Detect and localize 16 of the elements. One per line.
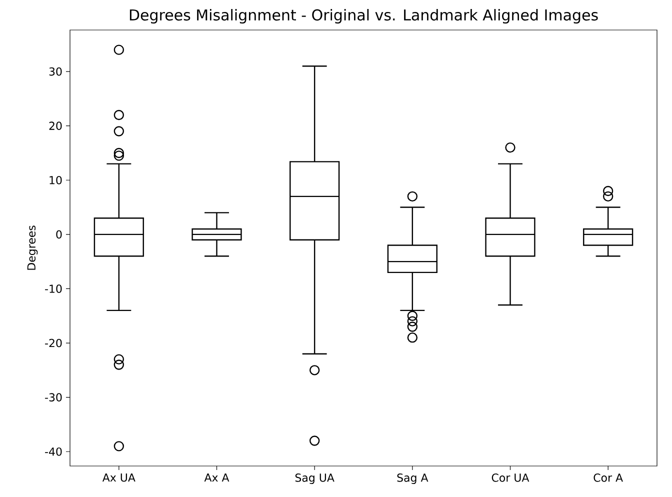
y-tick-label: -30 (45, 393, 62, 402)
x-tick-label: Sag UA (295, 474, 334, 484)
y-tick-label: 30 (49, 67, 62, 76)
y-tick-label: -40 (45, 447, 62, 456)
y-tick-label: -20 (45, 338, 62, 348)
y-axis-title: Degrees (27, 226, 38, 270)
y-tick-label: 10 (50, 176, 62, 184)
y-tick-label: 20 (49, 122, 62, 130)
x-tick-label: Ax UA (102, 474, 136, 482)
y-tick-label: 0 (56, 230, 62, 239)
x-tick-label: Cor A (594, 474, 623, 482)
x-tick-label: Ax A (204, 474, 230, 482)
x-tick-label: Sag A (397, 474, 428, 484)
y-tick-label: -10 (45, 284, 62, 293)
chart-title: Degrees Misalignment - Original vs. Landmark Aligned Images (130, 8, 598, 24)
x-tick-label: Cor UA (492, 474, 530, 482)
